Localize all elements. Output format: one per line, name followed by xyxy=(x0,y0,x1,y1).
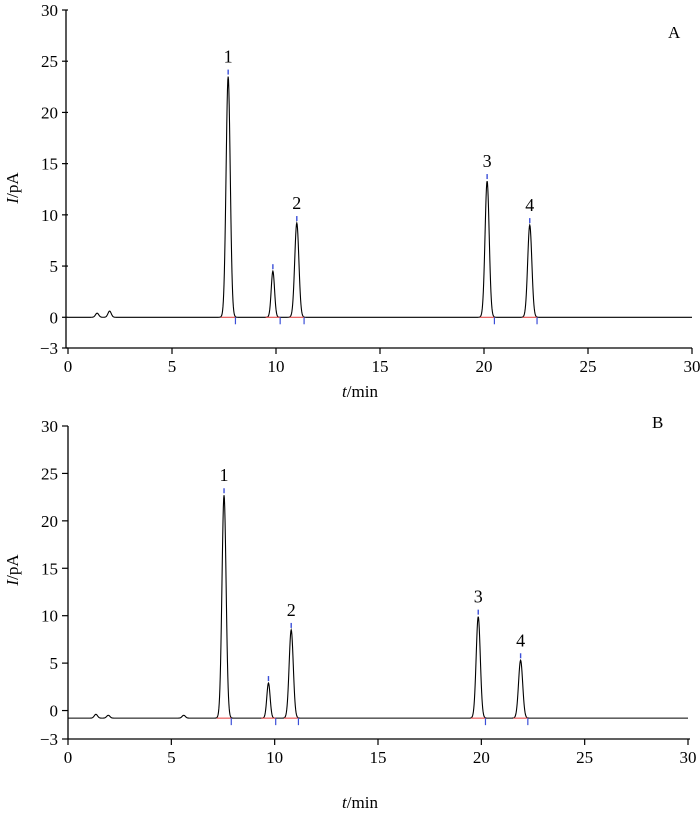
y-tick-label: 30 xyxy=(41,417,58,436)
panel-a-x-axis-title: t/min xyxy=(342,382,378,401)
y-tick-label: −3 xyxy=(40,730,58,749)
peak-label: 1 xyxy=(220,465,229,485)
peak-label: 3 xyxy=(474,587,483,607)
x-tick-label: 25 xyxy=(576,748,593,767)
y-tick-label: 25 xyxy=(41,464,58,483)
x-tick-label: 30 xyxy=(684,357,700,376)
x-tick-label: 25 xyxy=(580,357,597,376)
x-tick-label: 20 xyxy=(476,357,493,376)
y-tick-label: 20 xyxy=(41,103,58,122)
panel-a-ticks: 0 5 10 15 20 25 30 −3 0 5 10 15 20 25 30 xyxy=(40,1,700,376)
x-tick-label: 15 xyxy=(370,748,387,767)
x-tick-label: 20 xyxy=(473,748,490,767)
panel-b-peak-labels: 1 2 3 4 xyxy=(220,465,526,650)
panel-a-letter: A xyxy=(668,23,681,42)
y-tick-label: 30 xyxy=(41,1,58,20)
y-tick-label: 25 xyxy=(41,52,58,71)
panel-a-peak-labels: 1 2 3 4 xyxy=(224,47,535,216)
panel-b-trace xyxy=(68,495,688,719)
x-tick-label: 10 xyxy=(266,748,283,767)
x-tick-label: 5 xyxy=(167,748,176,767)
panel-a-y-axis-title: I/pA xyxy=(3,172,22,205)
y-tick-label: 20 xyxy=(41,512,58,531)
y-tick-label: 0 xyxy=(50,702,59,721)
y-tick-label: 15 xyxy=(41,155,58,174)
x-tick-label: 15 xyxy=(372,357,389,376)
panel-b-x-axis-title: t/min xyxy=(342,793,378,812)
x-tick-label: 0 xyxy=(64,357,73,376)
peak-label: 1 xyxy=(224,47,233,67)
panel-b-y-axis-title: I/pA xyxy=(3,554,22,587)
y-tick-label: 10 xyxy=(41,206,58,225)
panel-a-integration-markers xyxy=(220,69,538,325)
y-tick-label: 0 xyxy=(50,308,59,327)
y-tick-label: 15 xyxy=(41,559,58,578)
y-tick-label: −3 xyxy=(40,339,58,358)
y-tick-label: 5 xyxy=(50,654,59,673)
x-tick-label: 10 xyxy=(268,357,285,376)
panel-a: 0 5 10 15 20 25 30 −3 0 5 10 15 20 25 30 1 2 3 4 A I/pA t… xyxy=(3,1,700,401)
panel-b-ticks: 0 5 10 15 20 25 30 −3 0 5 10 15 20 25 30 xyxy=(40,417,697,767)
y-tick-label: 5 xyxy=(50,257,59,276)
panel-b-letter: B xyxy=(652,413,663,432)
x-tick-label: 0 xyxy=(64,748,73,767)
peak-label: 4 xyxy=(525,195,534,215)
panel-b-integration-markers xyxy=(216,488,529,726)
panel-a-trace xyxy=(68,76,692,318)
y-tick-label: 10 xyxy=(41,607,58,626)
x-tick-label: 5 xyxy=(168,357,177,376)
peak-label: 2 xyxy=(292,193,301,213)
panel-b: 0 5 10 15 20 25 30 −3 0 5 10 15 20 25 30 1 2 3 4 B I/pA t… xyxy=(3,413,697,812)
peak-label: 3 xyxy=(483,151,492,171)
peak-label: 2 xyxy=(287,600,296,620)
x-tick-label: 30 xyxy=(680,748,697,767)
peak-label: 4 xyxy=(516,630,525,650)
